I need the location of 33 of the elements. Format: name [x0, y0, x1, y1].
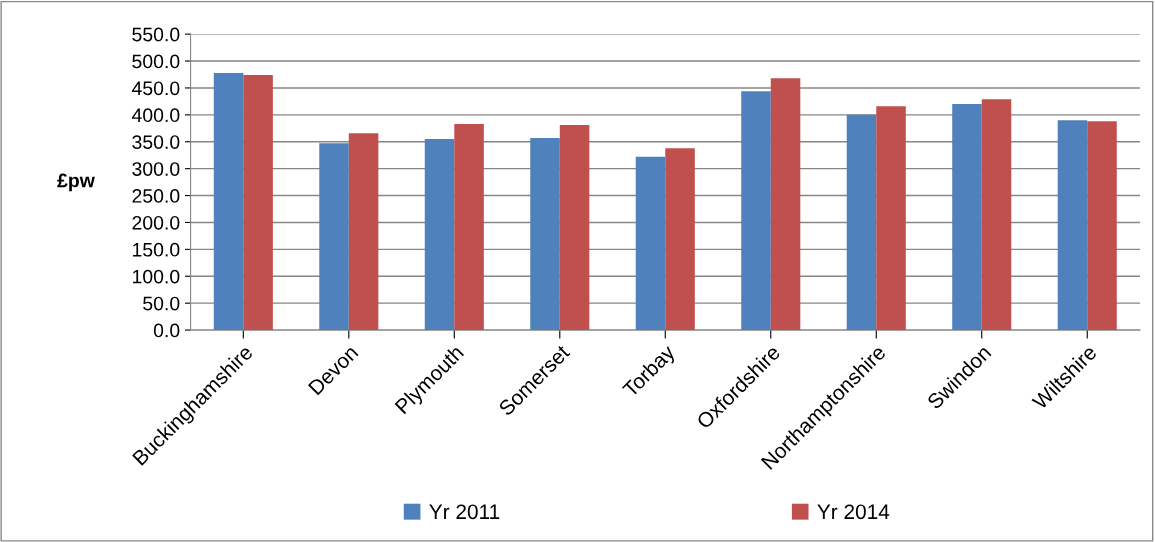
y-tick-label: 150.0 — [132, 242, 180, 257]
bar — [770, 78, 801, 331]
legend-label: Yr 2011 — [429, 504, 500, 520]
bar — [530, 137, 560, 331]
legend-label: Yr 2014 — [817, 504, 890, 520]
bar — [348, 133, 379, 331]
bar — [1057, 120, 1088, 331]
bar — [741, 91, 771, 331]
bar — [424, 139, 455, 331]
y-tick-label: 50.0 — [143, 296, 180, 311]
bar — [243, 75, 273, 331]
y-tick-label: 100.0 — [132, 269, 180, 284]
bar — [665, 148, 695, 331]
y-tick-label: 200.0 — [132, 215, 180, 230]
y-tick-label: 250.0 — [132, 189, 180, 203]
bar — [213, 72, 244, 331]
bar — [635, 156, 666, 331]
y-tick-label: 0.0 — [153, 323, 180, 338]
bar — [454, 124, 484, 331]
bar — [876, 106, 906, 331]
y-tick-label: 450.0 — [131, 81, 180, 96]
y-tick-label: 300.0 — [132, 162, 180, 176]
bar — [319, 143, 349, 331]
bar — [952, 104, 982, 331]
bar — [1087, 121, 1117, 331]
y-tick-label: 400.0 — [131, 108, 180, 123]
y-axis-title: £pw — [57, 173, 95, 192]
y-tick-label: 350.0 — [132, 135, 180, 149]
bar — [846, 114, 877, 331]
y-tick-label: 500.0 — [132, 54, 180, 69]
bar — [981, 99, 1012, 331]
bar — [559, 125, 590, 331]
y-tick-label: 550.0 — [132, 27, 180, 42]
